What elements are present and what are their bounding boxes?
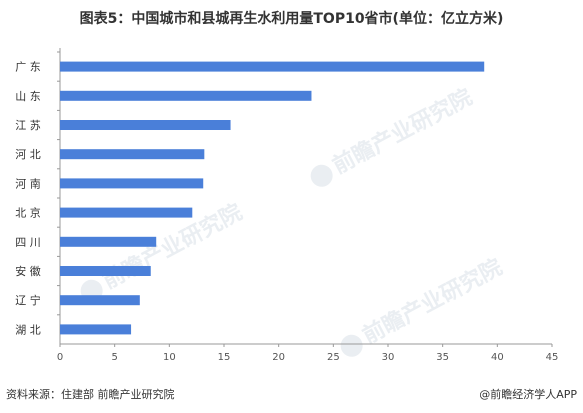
x-tick-label: 30 [382,352,395,363]
x-tick-label: 20 [272,352,285,363]
bar [60,236,157,247]
x-tick-label: 0 [57,352,63,363]
category-label: 河 北 [15,148,41,161]
bar [60,207,193,218]
category-label: 四 川 [15,236,41,249]
x-tick-label: 10 [163,352,176,363]
x-tick-label: 15 [218,352,231,363]
bar [60,324,132,335]
x-tick-label: 25 [327,352,340,363]
bar [60,120,231,130]
category-label: 辽 宁 [15,293,41,307]
category-label: 安 徽 [15,264,41,278]
source-note: 资料来源：住建部 前瞻产业研究院 [6,388,175,401]
brand-label: @前瞻经济学人APP [479,388,577,401]
bar [60,295,140,306]
x-tick-label: 45 [546,352,559,363]
category-label: 山 东 [15,90,41,103]
category-label: 江 苏 [15,119,41,132]
category-label: 湖 北 [15,323,41,336]
bar [60,178,204,189]
bar [60,61,485,72]
category-label: 北 京 [15,206,41,220]
bar [60,266,151,276]
bar [60,90,312,101]
chart-title: 图表5：中国城市和县城再生水利用量TOP10省市(单位：亿立方米) [79,11,504,27]
category-label: 河 南 [15,177,41,190]
x-tick-label: 35 [436,352,449,363]
x-tick-label: 40 [491,352,504,363]
category-label: 广 东 [15,61,41,74]
x-tick-label: 5 [111,352,117,363]
bar [60,149,205,160]
